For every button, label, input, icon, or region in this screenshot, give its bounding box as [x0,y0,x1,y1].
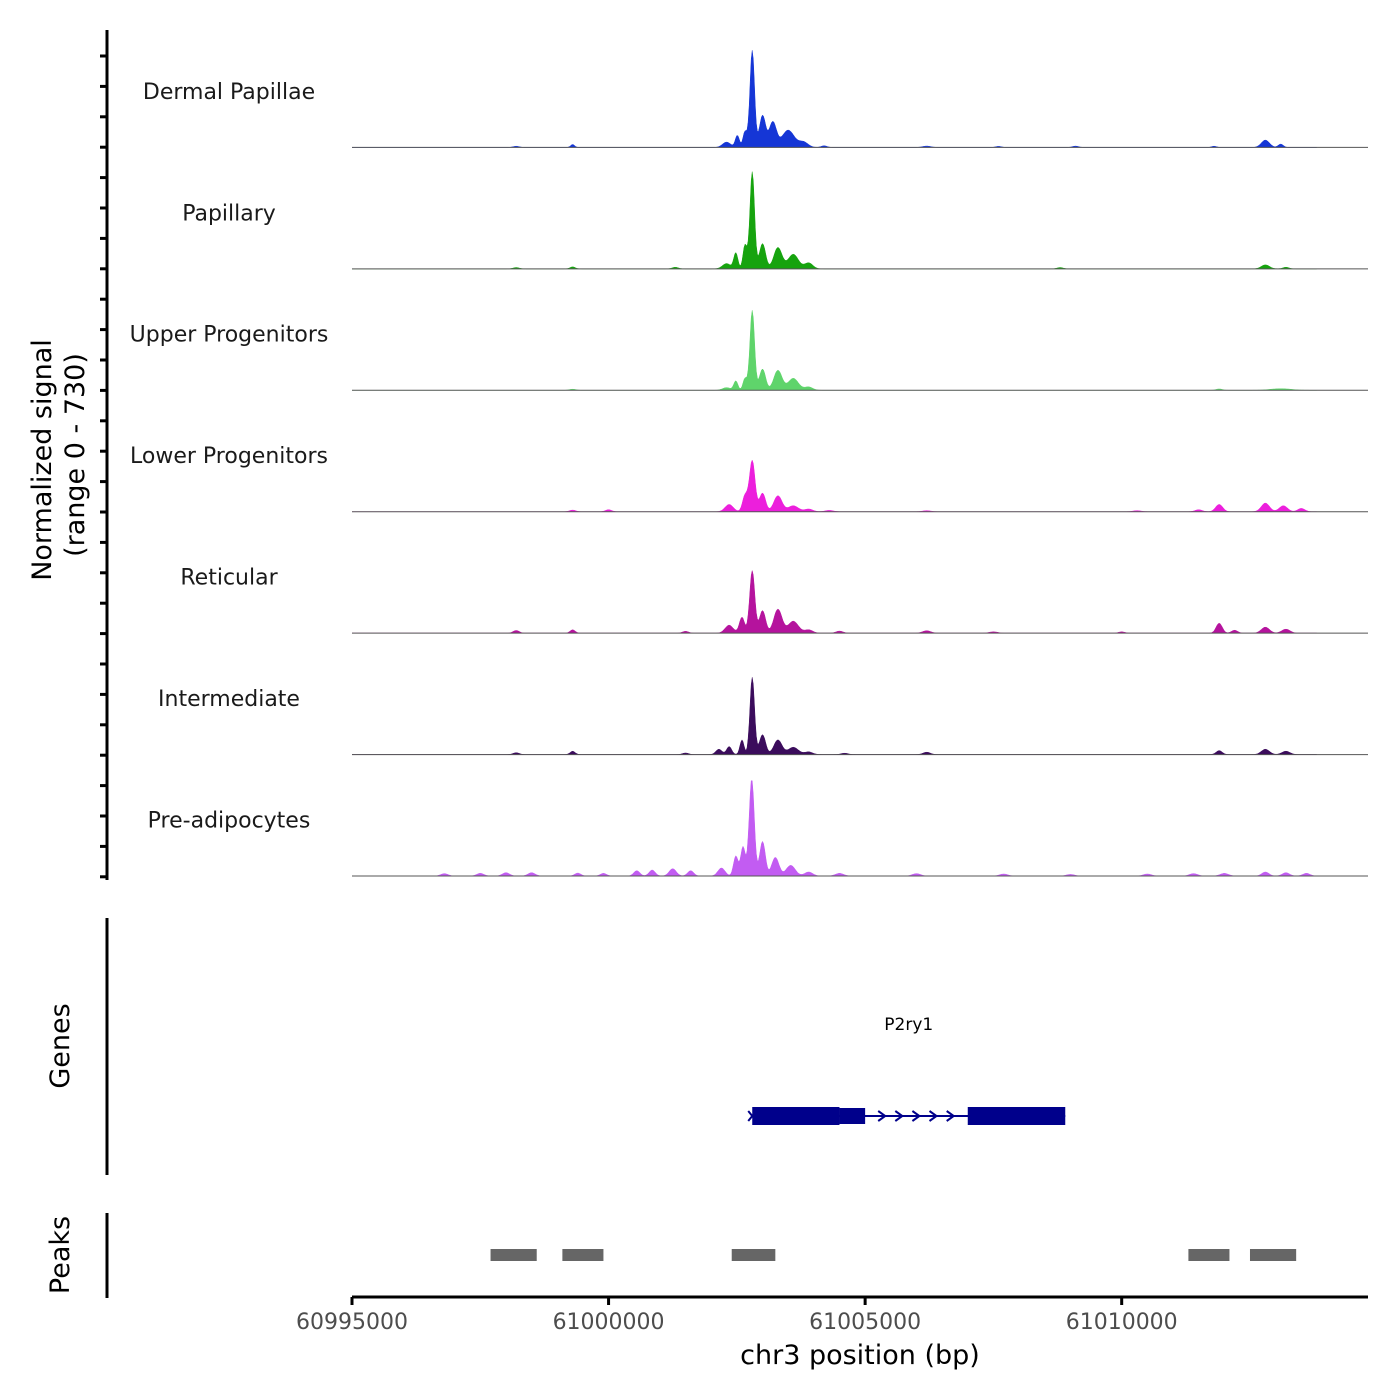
track-label-pre-adipocytes: Pre-adipocytes [148,808,311,833]
coverage-y-axis [100,30,109,880]
peaks-panel-title: Peaks [45,1216,76,1294]
track-label-intermediate: Intermediate [158,687,300,712]
track-label-reticular: Reticular [180,566,278,591]
track-label-dermal-papillae: Dermal Papillae [143,80,315,105]
x-tick-label: 61000000 [553,1310,665,1335]
x-tick-label: 61010000 [1066,1310,1178,1335]
track-dermal-papillae: Dermal Papillae [143,50,1368,148]
track-papillary: Papillary [182,171,1368,270]
strand-arrow [946,1110,956,1122]
track-intermediate: Intermediate [158,677,1368,756]
y-axis-title-line2: (range 0 - 730) [60,353,91,557]
gene-exon [967,1107,1066,1125]
x-tick-label: 60995000 [296,1310,408,1335]
track-label-lower-progenitors: Lower Progenitors [130,444,328,469]
strand-arrow [877,1110,887,1122]
strand-arrow [911,1110,922,1122]
track-lower-progenitors: Lower Progenitors [130,444,1368,513]
track-label-upper-progenitors: Upper Progenitors [130,323,329,348]
x-axis: 60995000 61000000 61005000 61010000 [296,1295,1368,1335]
y-axis-title-line1: Normalized signal [27,339,58,581]
gene-label: P2ry1 [884,1015,933,1035]
coverage-tracks: Dermal Papillae Papillary Upper Progenitor… [130,50,1368,877]
peak-track [490,1249,1297,1261]
x-tick-label: 61005000 [809,1310,921,1335]
peak-region [1188,1249,1230,1261]
track-pre-adipocytes: Pre-adipocytes [148,780,1368,877]
gene-track: P2ry1 [747,1015,1066,1125]
peak-region [731,1249,776,1261]
strand-arrow [928,1110,939,1122]
track-upper-progenitors: Upper Progenitors [130,310,1368,391]
gene-exon [839,1108,866,1124]
peak-region [1249,1249,1297,1261]
gene-exon [752,1107,840,1125]
peak-region [490,1249,537,1261]
genes-panel-title: Genes [45,1003,76,1088]
strand-arrow [894,1110,905,1122]
x-axis-title: chr3 position (bp) [740,1340,980,1371]
peak-region [562,1249,604,1261]
track-label-papillary: Papillary [182,201,276,226]
track-reticular: Reticular [180,566,1368,634]
